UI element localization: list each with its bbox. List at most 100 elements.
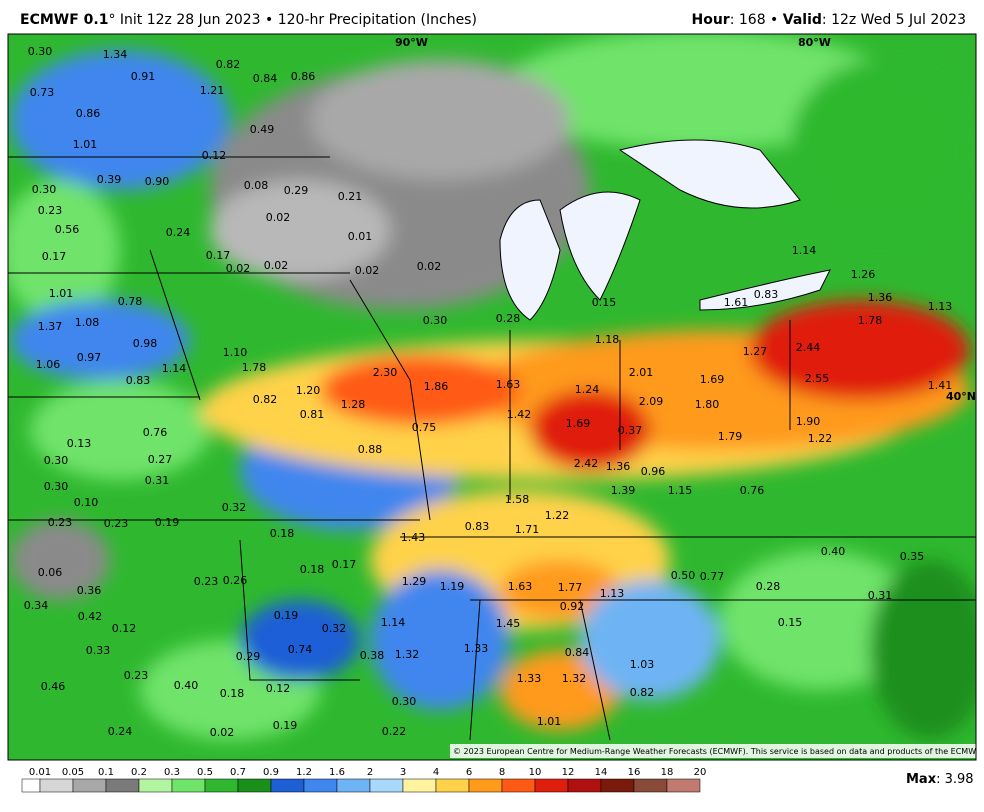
colorbar-swatch: [21, 778, 41, 793]
graticule-label: 80°W: [798, 36, 831, 49]
map-value-label: 1.33: [517, 672, 542, 685]
map-value-label: 0.40: [174, 679, 199, 692]
map-value-label: 2.30: [373, 366, 398, 379]
title-rest: ° Init 12z 28 Jun 2023 • 120-hr Precipit…: [108, 12, 476, 28]
map-value-label: 1.10: [223, 346, 248, 359]
title: ECMWF 0.1° Init 12z 28 Jun 2023 • 120-hr…: [20, 12, 477, 28]
map-value-label: 0.38: [360, 649, 385, 662]
map-value-label: 1.39: [611, 484, 636, 497]
map-value-label: 1.79: [718, 430, 743, 443]
map-value-label: 0.30: [423, 314, 448, 327]
map-value-label: 1.63: [508, 580, 533, 593]
colorbar-label: 12: [562, 767, 575, 778]
colorbar-swatch: [369, 778, 404, 793]
colorbar-swatch: [666, 778, 701, 793]
colorbar-swatch: [435, 778, 470, 793]
map-value-label: 0.29: [284, 184, 309, 197]
map-value-label: 1.69: [566, 417, 591, 430]
colorbar-label: 1.6: [329, 767, 345, 778]
map-value-label: 0.84: [565, 646, 590, 659]
map-value-label: 0.49: [250, 123, 275, 136]
colorbar-swatch: [468, 778, 503, 793]
map-value-label: 0.46: [41, 680, 66, 693]
map-value-label: 1.21: [200, 84, 225, 97]
map-value-label: 1.13: [600, 587, 625, 600]
map-value-label: 1.08: [75, 316, 100, 329]
map-value-label: 1.32: [395, 648, 420, 661]
map-value-label: 1.77: [558, 581, 583, 594]
map-value-label: 0.23: [38, 204, 63, 217]
map-value-label: 0.17: [206, 249, 231, 262]
map-value-label: 1.14: [162, 362, 187, 375]
map-value-label: 1.33: [464, 642, 489, 655]
map-value-label: 1.19: [440, 580, 465, 593]
map-value-label: 0.15: [778, 616, 803, 629]
map-value-label: 0.50: [671, 569, 696, 582]
map-value-label: 0.02: [417, 260, 442, 273]
map-value-label: 0.13: [67, 437, 92, 450]
colorbar-label: 0.5: [197, 767, 213, 778]
map-value-label: 1.06: [36, 358, 61, 371]
map-value-label: 1.80: [695, 398, 720, 411]
colorbar-label: 8: [499, 767, 505, 778]
colorbar-swatch: [270, 778, 305, 793]
max-label: Max: [906, 772, 937, 787]
map-value-label: 0.83: [465, 520, 490, 533]
map-value-label: 1.18: [595, 333, 620, 346]
map-value-label: 1.24: [575, 383, 600, 396]
map-value-label: 0.76: [143, 426, 168, 439]
valid-time: Hour: 168 • Valid: 12z Wed 5 Jul 2023: [692, 12, 967, 28]
map-value-label: 1.61: [724, 296, 749, 309]
map-value-label: 1.14: [792, 244, 817, 257]
map-value-label: 1.34: [103, 48, 128, 61]
map-value-label: 1.28: [341, 398, 366, 411]
colorbar-swatch: [303, 778, 338, 793]
map-value-label: 0.26: [223, 574, 248, 587]
colorbar-swatch: [237, 778, 272, 793]
map-value-label: 0.01: [348, 230, 373, 243]
map-value-label: 1.01: [49, 287, 74, 300]
map-value-label: 0.34: [24, 599, 49, 612]
map-value-label: 0.18: [300, 563, 325, 576]
map-value-label: 0.30: [28, 45, 53, 58]
map-value-label: 0.23: [194, 575, 219, 588]
map-value-label: 0.73: [30, 86, 55, 99]
map-value-label: 0.23: [104, 517, 129, 530]
map-value-label: 0.30: [44, 454, 69, 467]
colorbar-label: 16: [628, 767, 641, 778]
max-rest: : 3.98: [936, 772, 973, 787]
map-value-label: 0.30: [44, 480, 69, 493]
map-value-label: 0.83: [754, 288, 779, 301]
map-value-label: 1.26: [851, 268, 876, 281]
map-value-label: 0.76: [740, 484, 765, 497]
map-value-label: 0.02: [226, 262, 251, 275]
map-value-label: 1.29: [402, 575, 427, 588]
map-value-label: 0.18: [220, 687, 245, 700]
colorbar-swatch: [171, 778, 206, 793]
map-value-label: 0.12: [266, 682, 291, 695]
map-value-label: 1.90: [796, 415, 821, 428]
colorbar-swatch: [105, 778, 140, 793]
map-value-label: 0.08: [244, 179, 269, 192]
map-value-label: 1.32: [562, 672, 587, 685]
colorbar-swatch: [402, 778, 437, 793]
map-value-label: 2.09: [639, 395, 664, 408]
colorbar-label: 14: [595, 767, 608, 778]
colorbar-swatch: [204, 778, 239, 793]
map-value-label: 0.17: [332, 558, 357, 571]
copyright: © 2023 European Centre for Medium-Range …: [453, 747, 982, 756]
colorbar-swatch: [633, 778, 668, 793]
map-value-label: 0.96: [641, 465, 666, 478]
colorbar-label: 0.3: [164, 767, 180, 778]
colorbar-swatch: [600, 778, 635, 793]
hour-label: Hour: [692, 12, 730, 28]
map-value-label: 0.23: [124, 669, 149, 682]
map-value-label: 1.20: [296, 384, 321, 397]
map-value-label: 1.14: [381, 616, 406, 629]
map-value-label: 2.44: [796, 341, 821, 354]
map-value-label: 1.15: [668, 484, 693, 497]
colorbar-label: 0.7: [230, 767, 246, 778]
map-value-label: 0.82: [630, 686, 655, 699]
map-value-label: 0.02: [210, 726, 235, 739]
map-value-label: 0.18: [270, 527, 295, 540]
